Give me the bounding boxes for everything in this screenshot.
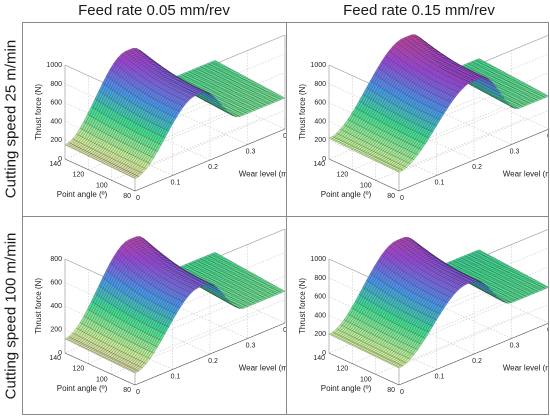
gridline bbox=[441, 306, 512, 339]
surface-plot-svg: 020040060080010008010012014000.10.20.30.… bbox=[34, 34, 286, 202]
x-tick-label: 140 bbox=[49, 355, 61, 362]
y-tick-label: 0.4 bbox=[283, 133, 286, 140]
point-angle-axis-line bbox=[328, 158, 400, 192]
column-header-feed-rate-0-05: Feed rate 0.05 mm/rev bbox=[78, 2, 230, 19]
wear-axis-line bbox=[398, 129, 548, 192]
gridline bbox=[478, 290, 548, 323]
tick-labels: 020040060080010008010012014000.10.20.30.… bbox=[46, 62, 286, 202]
x-axis-label: Point angle (º) bbox=[321, 190, 372, 199]
surface-plot-svg: 020040060080010008010012014000.10.20.30.… bbox=[298, 229, 548, 396]
y-tick-label: 0.4 bbox=[283, 327, 286, 334]
z-tick-label: 200 bbox=[314, 137, 326, 144]
x-axis-label: Point angle (º) bbox=[57, 384, 108, 393]
surface-plot-v100-f015: 020040060080010008010012014000.10.20.30.… bbox=[287, 217, 548, 414]
z-axis-label: Thrust force (N) bbox=[298, 84, 307, 140]
z-tick-label: 800 bbox=[50, 256, 62, 263]
gridline bbox=[134, 299, 286, 362]
z-tick-label: 400 bbox=[314, 118, 326, 125]
surface-plot-v25-f005: 020040060080010008010012014000.10.20.30.… bbox=[23, 23, 286, 216]
surface-patch bbox=[132, 175, 140, 179]
x-tick-label: 140 bbox=[313, 161, 325, 168]
y-tick-label: 0 bbox=[136, 195, 140, 202]
z-tick-label: 1000 bbox=[310, 62, 326, 69]
x-tick-label: 100 bbox=[360, 182, 372, 189]
surface-mesh bbox=[64, 47, 286, 179]
z-tick-label: 200 bbox=[50, 137, 62, 144]
z-tick-label: 800 bbox=[314, 81, 326, 88]
surface-plot-v25-f015: 020040060080010008010012014000.10.20.30.… bbox=[287, 23, 548, 216]
x-tick-label: 120 bbox=[337, 172, 349, 179]
row-header-cutting-speed-100: Cutting speed 100 m/min bbox=[0, 216, 22, 416]
row-header-label: Cutting speed 25 m/min bbox=[2, 39, 20, 199]
y-axis-label: Wear level (mm) bbox=[239, 364, 286, 373]
z-tick-label: 800 bbox=[50, 81, 62, 88]
surface-plot-v100-f005: 02004006008008010012014000.10.20.30.4Thr… bbox=[23, 217, 286, 414]
x-tick-label: 100 bbox=[96, 182, 108, 189]
z-axis-label: Thrust force (N) bbox=[34, 278, 43, 334]
y-axis-label: Wear level (mm) bbox=[503, 170, 548, 179]
surface-patch bbox=[396, 169, 404, 173]
gridline bbox=[328, 139, 400, 173]
y-axis-label: Wear level (mm) bbox=[239, 170, 286, 179]
y-tick-label: 0 bbox=[136, 389, 140, 396]
surface-patch bbox=[132, 369, 140, 374]
x-tick-label: 120 bbox=[73, 172, 85, 179]
y-tick-label: 0.1 bbox=[171, 374, 181, 381]
panel-divider-vertical bbox=[286, 22, 287, 415]
x-tick-label: 100 bbox=[96, 376, 108, 383]
wear-axis-line bbox=[134, 322, 286, 386]
z-tick-label: 0 bbox=[58, 156, 62, 163]
point-angle-axis-line bbox=[64, 352, 136, 386]
x-axis-label: Point angle (º) bbox=[57, 190, 108, 199]
x-tick-label: 80 bbox=[123, 387, 131, 394]
x-tick-label: 120 bbox=[73, 366, 85, 373]
figure-frame bbox=[22, 22, 549, 415]
surface-mesh bbox=[328, 34, 548, 173]
z-tick-label: 400 bbox=[50, 303, 62, 310]
point-angle-axis-line bbox=[64, 158, 136, 192]
z-tick-label: 0 bbox=[58, 350, 62, 357]
surface-mesh bbox=[64, 236, 286, 374]
surface-mesh bbox=[328, 236, 548, 369]
surface-plot-svg: 02004006008008010012014000.10.20.30.4Thr… bbox=[34, 228, 286, 396]
y-tick-label: 0.3 bbox=[246, 343, 256, 350]
tick-labels: 020040060080010008010012014000.10.20.30.… bbox=[310, 62, 548, 202]
z-tick-label: 600 bbox=[314, 100, 326, 107]
y-tick-label: 0.1 bbox=[435, 180, 445, 187]
gridline bbox=[441, 112, 512, 145]
y-tick-label: 0.2 bbox=[208, 358, 218, 365]
y-tick-label: 0.1 bbox=[171, 180, 181, 187]
y-tick-label: 0.3 bbox=[246, 149, 256, 156]
z-axis-label: Thrust force (N) bbox=[34, 84, 43, 140]
surface-plot-svg: 020040060080010008010012014000.10.20.30.… bbox=[298, 34, 548, 202]
z-tick-label: 600 bbox=[50, 100, 62, 107]
gridline bbox=[177, 112, 248, 145]
column-header-feed-rate-0-15: Feed rate 0.15 mm/rev bbox=[343, 2, 495, 19]
y-tick-label: 0.2 bbox=[472, 164, 482, 171]
z-tick-label: 0 bbox=[322, 156, 326, 163]
y-tick-label: 0 bbox=[400, 195, 404, 202]
y-tick-label: 0.2 bbox=[208, 164, 218, 171]
y-tick-label: 0.3 bbox=[510, 149, 520, 156]
gridline bbox=[478, 96, 548, 129]
panel-divider-horizontal bbox=[22, 216, 549, 217]
gridline bbox=[177, 306, 248, 339]
wear-axis-line bbox=[134, 128, 286, 192]
row-header-cutting-speed-25: Cutting speed 25 m/min bbox=[0, 22, 22, 216]
z-tick-label: 200 bbox=[50, 327, 62, 334]
y-tick-label: 0.4 bbox=[547, 133, 548, 140]
z-tick-label: 400 bbox=[50, 118, 62, 125]
x-tick-label: 80 bbox=[387, 193, 395, 200]
z-tick-label: 600 bbox=[50, 280, 62, 287]
x-tick-label: 80 bbox=[123, 193, 131, 200]
row-header-label: Cutting speed 100 m/min bbox=[2, 232, 20, 400]
x-tick-label: 140 bbox=[49, 161, 61, 168]
z-tick-label: 1000 bbox=[46, 62, 62, 69]
